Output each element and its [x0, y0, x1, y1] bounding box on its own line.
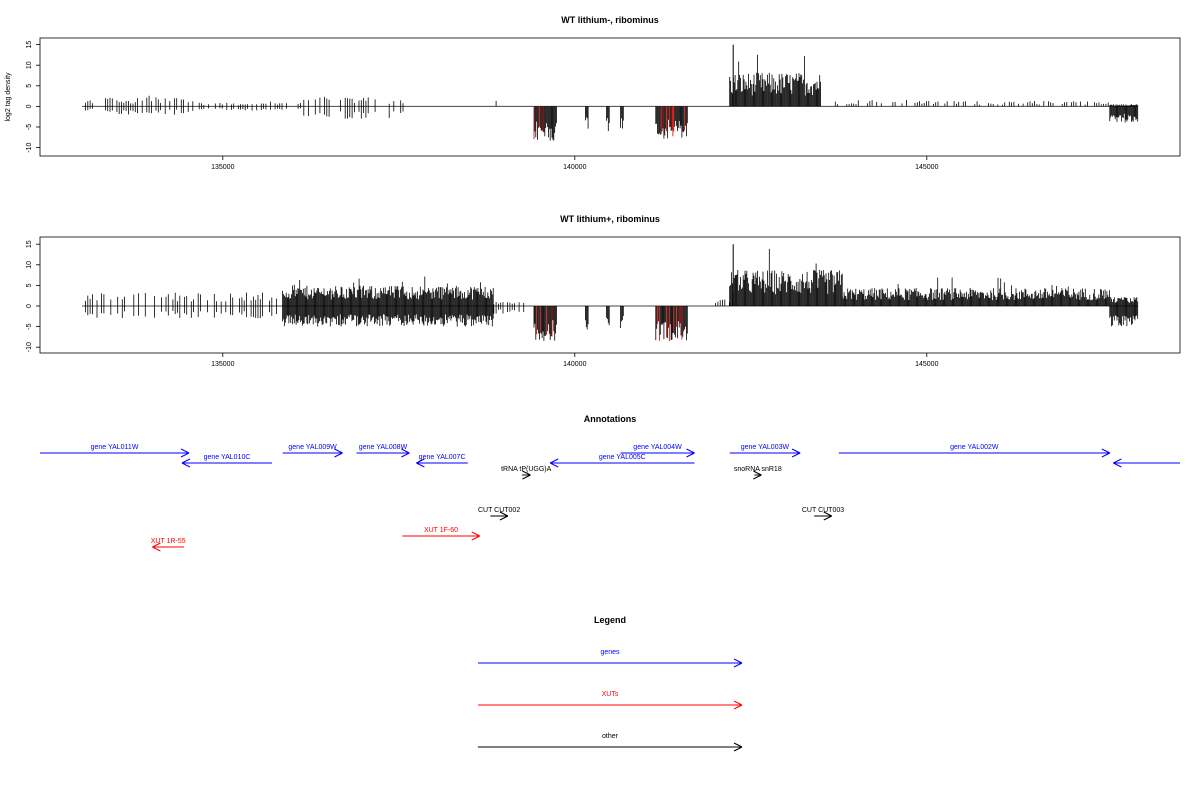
y-tick-label: 15: [26, 240, 33, 248]
axis-ticks: -10 -5 0 5 10 15 135000 140000 145000: [26, 240, 939, 368]
plot-frame: [39, 236, 1181, 354]
annotation-label: XUT 1R-55: [151, 538, 186, 545]
y-axis-label: log2 tag density: [5, 72, 12, 122]
x-tick-label: 145000: [915, 164, 938, 171]
annotation-label: gene YAL011W: [91, 444, 139, 451]
x-tick-label: 140000: [563, 361, 586, 368]
annotation-label: gene YAL007C: [419, 454, 466, 461]
annotation-feature: XUT 1R-55: [151, 538, 186, 552]
legend-items: genes XUTs other: [478, 649, 743, 752]
annotation-feature: gene YAL004W: [620, 444, 695, 458]
annotation-feature: gene YAL007C: [416, 454, 468, 468]
annotation-feature: gene YAL009W: [282, 444, 343, 458]
annotation-label: gene YAL003W: [741, 444, 790, 451]
annotation-label: gene YAL010C: [204, 454, 251, 461]
panel-title: WT lithium+, ribominus: [560, 214, 660, 224]
annotation-feature: tRNA tP(UGG)A: [501, 466, 552, 480]
x-tick-label: 145000: [915, 361, 938, 368]
y-tick-label: 5: [26, 283, 33, 287]
annotation-label: gene YAL004W: [633, 444, 682, 451]
legend-entry: genes: [478, 649, 743, 668]
annotations-title: Annotations: [584, 414, 637, 424]
legend-entry: other: [478, 733, 743, 752]
annotation-feature: gene YAL011W: [40, 444, 190, 458]
annotation-label: CUT CUT003: [802, 507, 844, 514]
signal-bars: [85, 44, 1139, 141]
annotation-feature: [1113, 458, 1180, 468]
y-tick-label: -5: [26, 323, 33, 329]
plot-frame: [39, 37, 1181, 157]
legend-title: Legend: [594, 615, 626, 625]
annotation-label: tRNA tP(UGG)A: [501, 466, 552, 473]
y-tick-label: 10: [26, 61, 33, 69]
track-panel-lithium-minus: WT lithium-, ribominus log2 tag density …: [5, 15, 1181, 171]
legend-label: XUTs: [602, 691, 619, 698]
signal-bars: [85, 244, 1139, 341]
annotation-label: gene YAL008W: [359, 444, 408, 451]
y-tick-label: 0: [26, 304, 33, 308]
axis-ticks: -10 -5 0 5 10 15 135000 140000 145000: [26, 41, 939, 171]
x-tick-label: 140000: [563, 164, 586, 171]
y-tick-label: 5: [26, 84, 33, 88]
annotation-feature: gene YAL010C: [181, 454, 273, 468]
legend-panel: Legend genes XUTs other: [478, 615, 743, 752]
x-tick-label: 135000: [211, 361, 234, 368]
annotation-feature: gene YAL003W: [729, 444, 801, 458]
y-tick-label: 15: [26, 41, 33, 49]
annotation-feature: XUT 1F-60: [402, 527, 480, 541]
annotation-feature: gene YAL005C: [549, 454, 695, 468]
legend-label: genes: [600, 649, 620, 656]
annotation-feature: CUT CUT003: [802, 507, 844, 521]
annotation-feature: gene YAL002W: [838, 444, 1111, 458]
annotation-features: gene YAL011W gene YAL010C gene YAL009W gene…: [40, 444, 1180, 552]
y-tick-label: -10: [26, 142, 33, 152]
annotation-feature: snoRNA snR18: [734, 466, 782, 480]
x-tick-label: 135000: [211, 164, 234, 171]
y-tick-label: 0: [26, 104, 33, 108]
annotation-label: XUT 1F-60: [424, 527, 458, 534]
y-tick-label: -10: [26, 342, 33, 352]
y-tick-label: -5: [26, 124, 33, 130]
annotation-label: gene YAL002W: [950, 444, 999, 451]
legend-label: other: [602, 733, 619, 740]
annotation-label: CUT CUT002: [478, 507, 520, 514]
annotation-label: gene YAL009W: [288, 444, 337, 451]
annotation-feature: CUT CUT002: [478, 507, 520, 521]
annotation-feature: gene YAL008W: [356, 444, 410, 458]
track-panel-lithium-plus: WT lithium+, ribominus -10 -5 0 5 10 15 135000…: [26, 214, 1181, 368]
panel-title: WT lithium-, ribominus: [561, 15, 659, 25]
annotation-label: snoRNA snR18: [734, 466, 782, 473]
annotation-label: gene YAL005C: [599, 454, 646, 461]
y-tick-label: 10: [26, 261, 33, 269]
legend-entry: XUTs: [478, 691, 743, 710]
